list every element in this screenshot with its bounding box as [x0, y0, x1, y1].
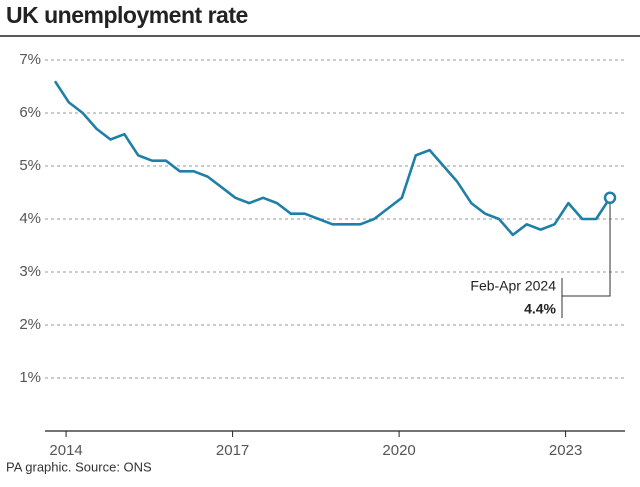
y-tick-label: 7%	[19, 51, 41, 68]
y-tick-label: 1%	[19, 369, 41, 386]
y-tick-label: 6%	[19, 104, 41, 121]
y-tick-label: 2%	[19, 316, 41, 333]
x-tick-label: 2014	[49, 442, 82, 459]
x-tick-label: 2020	[382, 442, 415, 459]
y-tick-label: 5%	[19, 157, 41, 174]
y-tick-label: 4%	[19, 210, 41, 227]
line	[53, 80, 612, 237]
y-tick-label: 3%	[19, 263, 41, 280]
annotation-value: 4.4%	[524, 301, 556, 317]
x-tick-label: 2023	[549, 442, 582, 459]
x-tick-label: 2017	[216, 442, 249, 459]
end-marker	[603, 191, 617, 205]
chart-title: UK unemployment rate	[6, 2, 248, 28]
annotation-connector	[562, 202, 611, 297]
annotation-label: Feb-Apr 2024	[470, 278, 556, 294]
source: PA graphic. Source: ONS	[6, 459, 152, 474]
